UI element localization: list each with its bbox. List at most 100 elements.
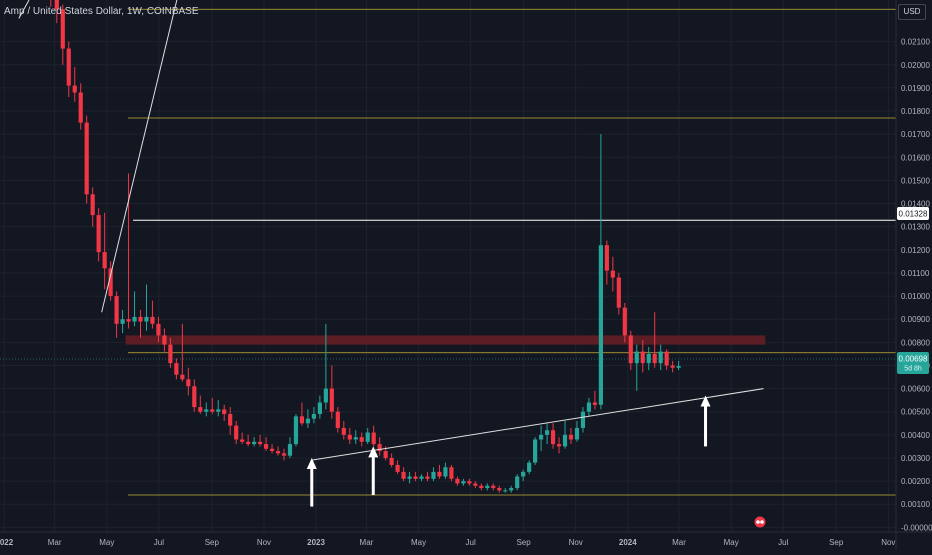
candle-body — [431, 471, 436, 479]
candle-down — [449, 464, 454, 482]
candle-down — [102, 212, 107, 290]
candle-up — [485, 483, 490, 491]
candle-up — [515, 474, 520, 491]
trend-line — [101, 0, 178, 313]
time-tick-label: 2024 — [619, 538, 637, 547]
candle-up — [634, 344, 639, 391]
candle-body — [580, 411, 586, 428]
candle-body — [586, 402, 592, 412]
candle-body — [485, 485, 490, 489]
candle-down — [78, 83, 83, 130]
time-tick-label: Sep — [829, 538, 844, 547]
candle-body — [473, 483, 478, 486]
candle-body — [263, 444, 269, 449]
price-tick-label: 0.00400 — [901, 431, 930, 440]
last-countdown-text: 5d 8h — [904, 366, 922, 373]
candle-down — [395, 460, 400, 475]
chart-logo — [754, 516, 766, 528]
candle-body — [389, 457, 394, 465]
candle-down — [371, 425, 376, 447]
candle-body — [568, 434, 574, 440]
price-tick-label: 0.00100 — [901, 500, 930, 509]
candle-body — [359, 437, 364, 442]
candle-down — [664, 349, 669, 371]
candle-body — [90, 194, 95, 216]
candle-down — [257, 434, 263, 447]
candle-down — [186, 367, 191, 396]
candle-body — [281, 453, 287, 456]
time-axis[interactable]: 2022 Mar May Jul Sep Nov 2023 Mar May Jul Sep Nov 20… — [0, 538, 895, 547]
candle-down — [228, 407, 233, 435]
candle-body — [425, 476, 430, 479]
candle-body — [497, 488, 502, 491]
candle-down — [550, 423, 556, 449]
candle-down — [281, 448, 287, 461]
candle-down — [610, 256, 615, 292]
candle-body — [108, 268, 113, 297]
candle-body — [407, 476, 412, 479]
candle-body — [640, 351, 645, 364]
candle-up — [580, 407, 586, 433]
candle-body — [503, 490, 508, 492]
candle-up — [120, 309, 125, 334]
price-tick-label: 0.01400 — [901, 200, 930, 209]
candle-up — [323, 323, 328, 410]
up-arrow — [306, 457, 317, 507]
candle-down — [616, 272, 621, 315]
last-price-label: 0.00698 5d 8h — [897, 352, 929, 374]
candle-down — [359, 432, 364, 447]
candle-down — [210, 397, 215, 415]
price-tick-label: 0.00900 — [901, 315, 930, 324]
candle-up — [521, 469, 526, 482]
candle-down — [413, 471, 418, 482]
candle-up — [216, 400, 221, 417]
candle-body — [275, 451, 281, 454]
candle-body — [269, 448, 275, 452]
candle-body — [509, 488, 514, 491]
symbol-legend: Amp / United States Dollar, 1W, COINBASE — [4, 6, 199, 17]
candle-up — [365, 427, 370, 445]
trend-line — [18, 0, 30, 19]
candle-up — [419, 474, 424, 482]
price-tick-label: 0.01700 — [901, 130, 930, 139]
candle-down — [568, 427, 574, 445]
candle-up — [293, 414, 299, 447]
candle-body — [120, 319, 125, 324]
price-tick-label: 0.01800 — [901, 107, 930, 116]
candle-down — [90, 187, 95, 227]
candle-down — [275, 446, 281, 456]
candle-body — [515, 476, 520, 489]
candle-body — [305, 418, 311, 424]
candle-body — [180, 374, 185, 380]
time-tick-label: Nov — [569, 538, 583, 547]
candle-body — [539, 434, 544, 440]
candle-body — [533, 439, 538, 463]
marked-level-text: 0.01328 — [899, 210, 928, 219]
candle-body — [461, 481, 466, 484]
candle-body — [646, 353, 651, 364]
candle-up — [353, 430, 358, 445]
candle-body — [317, 402, 322, 415]
price-tick-label: 0.00800 — [901, 338, 930, 347]
candle-down — [150, 300, 155, 329]
candle-body — [562, 434, 568, 447]
resistance-zone — [125, 335, 766, 345]
candle-body — [96, 215, 101, 253]
candle-down — [234, 420, 239, 445]
candle-up — [562, 420, 568, 449]
candle-body — [311, 414, 316, 419]
candle-down — [72, 67, 77, 102]
candle-up — [527, 460, 532, 475]
candle-body — [395, 464, 400, 472]
candle-down — [222, 404, 227, 421]
horizontal-levels — [128, 8, 896, 496]
candle-down — [401, 467, 406, 482]
candle-body — [174, 363, 179, 375]
price-tick-label: 0.00600 — [901, 385, 930, 394]
currency-selector[interactable]: USD — [898, 4, 926, 20]
price-axis[interactable]: 0.02100 0.02000 0.01900 0.01800 0.01700 0.016… — [901, 38, 932, 533]
candle-down — [246, 434, 251, 447]
candle-down — [479, 483, 484, 491]
